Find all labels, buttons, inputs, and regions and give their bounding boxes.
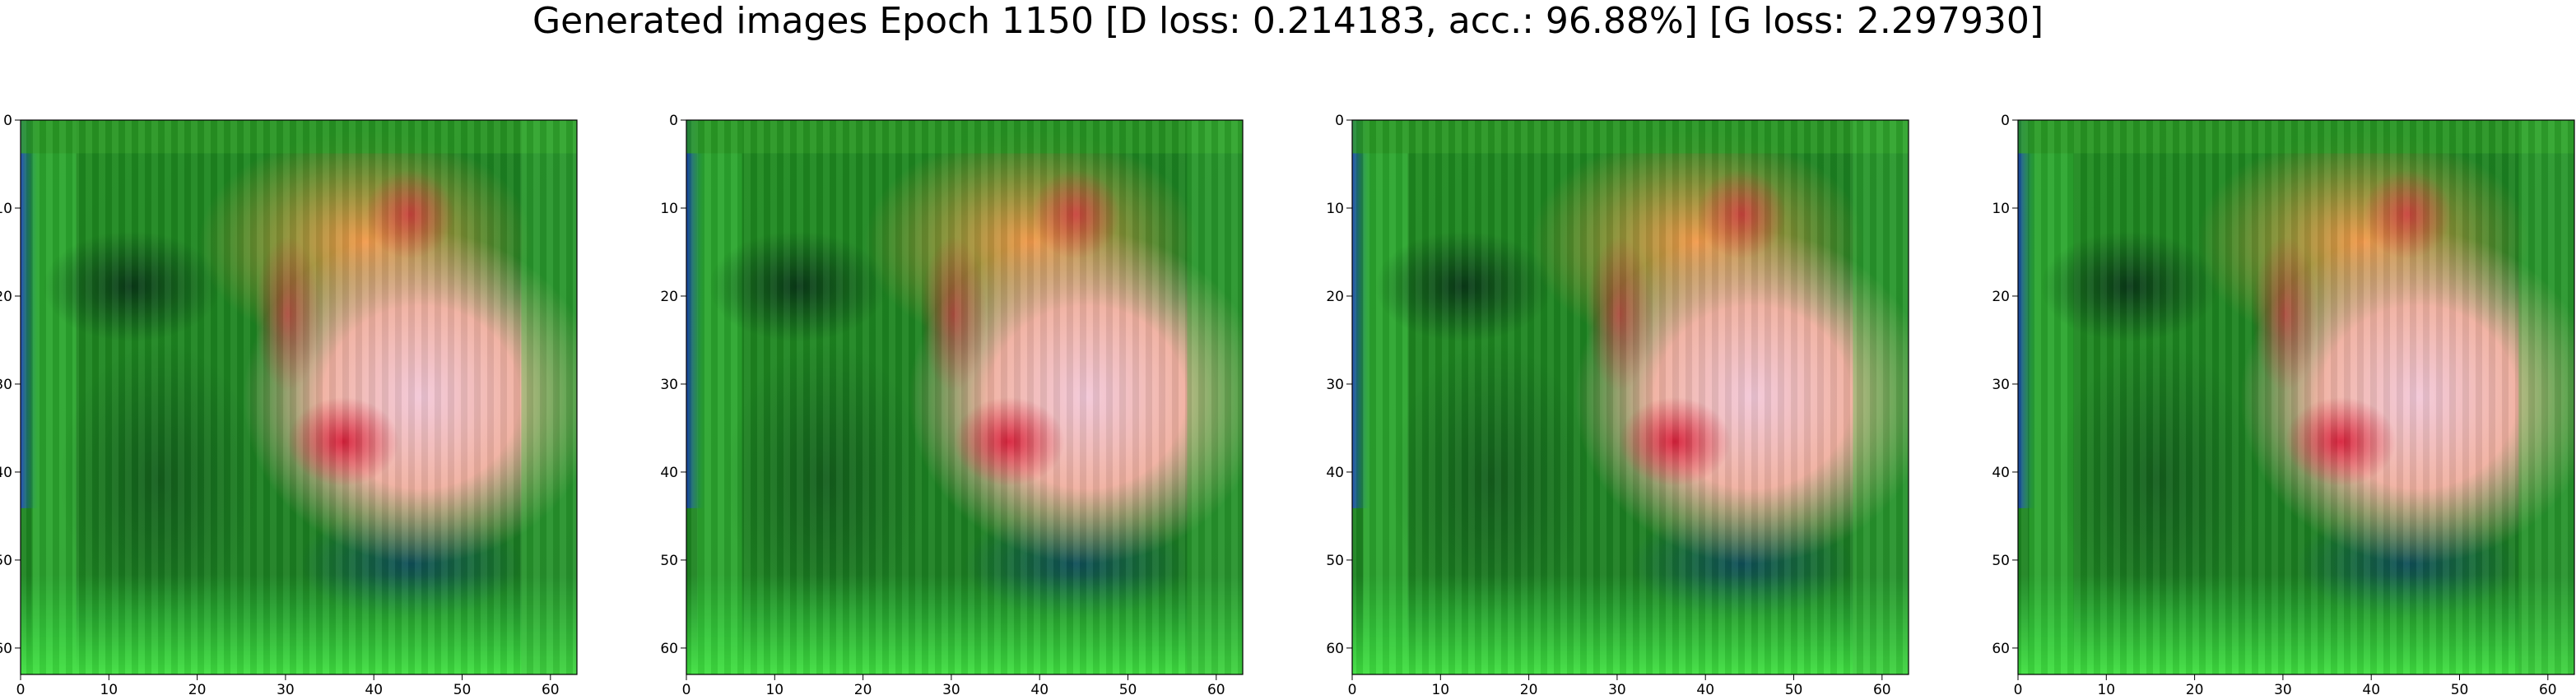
y-tick-label: 60 xyxy=(1326,641,1344,657)
generated-image-2 xyxy=(686,120,1243,674)
x-tick-label: 30 xyxy=(942,682,960,695)
x-tick-label: 50 xyxy=(453,682,472,695)
y-tick-label: 40 xyxy=(0,465,12,481)
x-tick-label: 30 xyxy=(277,682,295,695)
x-tick-label: 50 xyxy=(2451,682,2469,695)
y-tick-label: 10 xyxy=(0,201,12,217)
x-tick-label: 20 xyxy=(1520,682,1538,695)
y-tick-label: 40 xyxy=(1992,465,2010,481)
x-tick-label: 40 xyxy=(365,682,383,695)
axes-frame xyxy=(1351,119,1909,675)
y-tick-label: 30 xyxy=(0,377,12,393)
x-tick-label: 60 xyxy=(1873,682,1891,695)
y-tick-label: 0 xyxy=(669,113,678,129)
x-tick-label: 10 xyxy=(1431,682,1449,695)
y-tick-label: 10 xyxy=(1992,201,2010,217)
x-tick-label: 0 xyxy=(2014,682,2023,695)
subplot-1: 0 10 20 30 40 50 60 0 10 20 30 40 50 60 xyxy=(0,113,578,695)
x-tick-label: 60 xyxy=(1207,682,1225,695)
axes-frame xyxy=(2017,119,2575,675)
x-tick-label: 50 xyxy=(1785,682,1803,695)
x-tick-label: 40 xyxy=(1696,682,1714,695)
x-tick-label: 40 xyxy=(2362,682,2380,695)
y-tick-label: 30 xyxy=(660,377,678,393)
x-tick-label: 20 xyxy=(854,682,872,695)
y-tick-label: 20 xyxy=(0,289,12,305)
x-tick-label: 30 xyxy=(1608,682,1626,695)
figure-title: Generated images Epoch 1150 [D loss: 0.2… xyxy=(532,0,2044,42)
y-tick-label: 0 xyxy=(3,113,12,129)
y-tick-label: 50 xyxy=(1992,553,2010,569)
x-tick-label: 10 xyxy=(2097,682,2115,695)
generated-image-4 xyxy=(2018,120,2574,674)
x-tick-label: 20 xyxy=(188,682,207,695)
x-tick-label: 10 xyxy=(100,682,118,695)
y-tick-label: 10 xyxy=(1326,201,1344,217)
y-tick-label: 60 xyxy=(660,641,678,657)
y-tick-label: 20 xyxy=(1326,289,1344,305)
y-tick-label: 40 xyxy=(1326,465,1344,481)
y-tick-label: 20 xyxy=(1992,289,2010,305)
generated-image-1 xyxy=(21,120,577,674)
y-tick-label: 20 xyxy=(660,289,678,305)
x-tick-label: 20 xyxy=(2186,682,2204,695)
x-tick-label: 10 xyxy=(765,682,783,695)
y-tick-label: 50 xyxy=(0,553,12,569)
x-tick-label: 50 xyxy=(1119,682,1137,695)
x-tick-label: 0 xyxy=(682,682,691,695)
subplot-4: 0 10 20 30 40 50 60 0 10 20 30 40 50 60 xyxy=(1992,113,2575,695)
generated-image-3 xyxy=(1352,120,1909,674)
x-tick-label: 0 xyxy=(1348,682,1357,695)
axes-frame xyxy=(686,119,1244,675)
x-tick-label: 0 xyxy=(16,682,26,695)
axes-frame xyxy=(20,119,578,675)
y-tick-label: 30 xyxy=(1326,377,1344,393)
x-tick-label: 60 xyxy=(542,682,560,695)
y-tick-label: 10 xyxy=(660,201,678,217)
y-tick-label: 40 xyxy=(660,465,678,481)
y-tick-label: 50 xyxy=(1326,553,1344,569)
x-tick-label: 30 xyxy=(2274,682,2292,695)
y-tick-label: 50 xyxy=(660,553,678,569)
x-tick-label: 40 xyxy=(1030,682,1049,695)
subplot-2: 0 10 20 30 40 50 60 0 10 20 30 40 50 60 xyxy=(660,113,1244,695)
y-tick-label: 60 xyxy=(1992,641,2010,657)
y-tick-label: 30 xyxy=(1992,377,2010,393)
y-tick-label: 60 xyxy=(0,641,12,657)
subplot-3: 0 10 20 30 40 50 60 0 10 20 30 40 50 60 xyxy=(1326,113,1909,695)
x-tick-label: 60 xyxy=(2539,682,2557,695)
y-tick-label: 0 xyxy=(1335,113,1344,129)
y-tick-label: 0 xyxy=(2001,113,2010,129)
